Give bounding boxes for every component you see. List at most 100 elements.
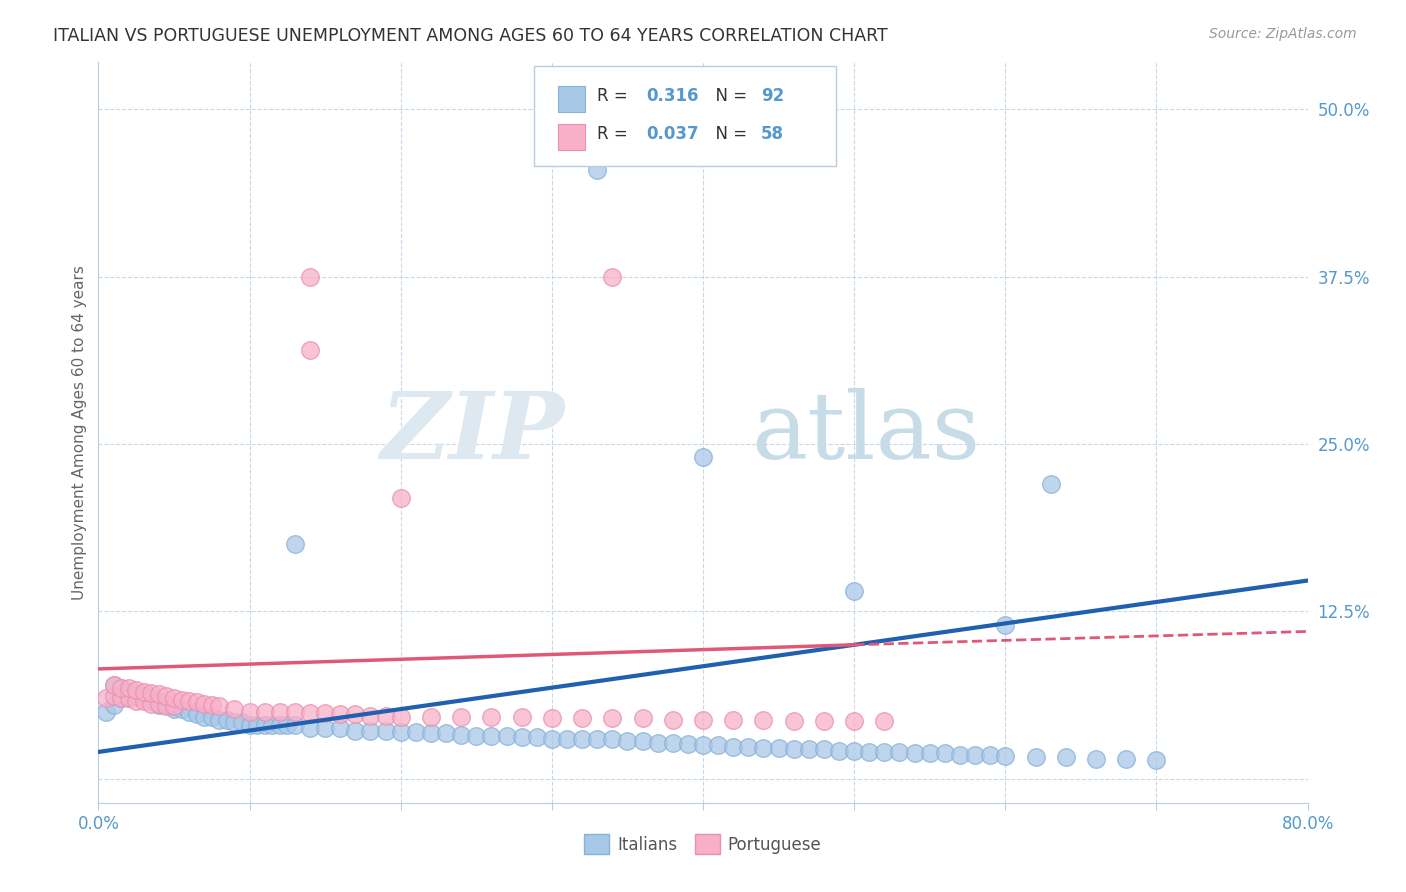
Point bbox=[163, 699, 186, 714]
Point bbox=[110, 681, 132, 695]
FancyBboxPatch shape bbox=[558, 124, 585, 150]
Point bbox=[141, 691, 163, 706]
Point bbox=[889, 745, 911, 759]
Point bbox=[374, 708, 396, 723]
Point bbox=[284, 705, 307, 719]
Point bbox=[752, 740, 775, 755]
Point bbox=[276, 718, 298, 732]
Point bbox=[813, 742, 835, 756]
Point bbox=[389, 491, 412, 505]
Point bbox=[465, 729, 488, 743]
Point bbox=[193, 697, 215, 711]
Point bbox=[141, 694, 163, 708]
Point bbox=[602, 731, 624, 746]
Point bbox=[1115, 751, 1137, 765]
Point bbox=[949, 747, 972, 762]
Point bbox=[132, 689, 155, 703]
Y-axis label: Unemployment Among Ages 60 to 64 years: Unemployment Among Ages 60 to 64 years bbox=[72, 265, 87, 600]
Point bbox=[994, 748, 1017, 763]
Point bbox=[631, 734, 654, 748]
Point bbox=[783, 742, 806, 756]
Point bbox=[602, 711, 624, 725]
Point bbox=[118, 684, 141, 698]
Point bbox=[510, 730, 533, 744]
Point bbox=[299, 706, 322, 720]
Point bbox=[692, 450, 714, 465]
Text: ITALIAN VS PORTUGUESE UNEMPLOYMENT AMONG AGES 60 TO 64 YEARS CORRELATION CHART: ITALIAN VS PORTUGUESE UNEMPLOYMENT AMONG… bbox=[53, 27, 889, 45]
Point bbox=[155, 699, 177, 714]
Point bbox=[389, 710, 412, 724]
Point bbox=[813, 714, 835, 728]
Point bbox=[858, 745, 880, 759]
Text: N =: N = bbox=[706, 87, 752, 104]
Point bbox=[215, 713, 238, 727]
Point bbox=[1085, 751, 1108, 765]
Point bbox=[155, 698, 177, 712]
Point bbox=[616, 734, 638, 748]
Point bbox=[481, 710, 503, 724]
Legend: Italians, Portuguese: Italians, Portuguese bbox=[578, 828, 828, 861]
Point bbox=[994, 617, 1017, 632]
Point bbox=[450, 710, 472, 724]
Point bbox=[586, 731, 609, 746]
Point bbox=[118, 691, 141, 706]
Point bbox=[360, 708, 382, 723]
Point bbox=[148, 697, 170, 711]
Point bbox=[873, 714, 896, 728]
Point bbox=[155, 697, 177, 711]
Point bbox=[965, 747, 987, 762]
Point bbox=[284, 537, 307, 551]
Point bbox=[253, 705, 276, 719]
Text: 92: 92 bbox=[761, 87, 785, 104]
Point bbox=[269, 705, 291, 719]
Text: Source: ZipAtlas.com: Source: ZipAtlas.com bbox=[1209, 27, 1357, 41]
Point bbox=[647, 735, 669, 749]
Point bbox=[420, 710, 443, 724]
Point bbox=[752, 713, 775, 727]
Point bbox=[420, 726, 443, 740]
Point bbox=[186, 695, 208, 709]
Point bbox=[163, 702, 186, 716]
Point bbox=[344, 723, 367, 738]
Point bbox=[103, 689, 125, 703]
Point bbox=[450, 727, 472, 741]
Point bbox=[148, 694, 170, 708]
Point bbox=[329, 721, 352, 735]
Text: atlas: atlas bbox=[751, 388, 980, 477]
Point bbox=[110, 681, 132, 695]
Point bbox=[797, 742, 820, 756]
Point bbox=[676, 737, 699, 751]
Point bbox=[224, 702, 246, 716]
Point bbox=[170, 702, 193, 716]
Point bbox=[103, 678, 125, 692]
Point bbox=[163, 691, 186, 706]
Point bbox=[844, 743, 866, 757]
Point bbox=[631, 711, 654, 725]
Point bbox=[201, 710, 224, 724]
Point bbox=[253, 718, 276, 732]
Text: ZIP: ZIP bbox=[380, 388, 564, 477]
Point bbox=[231, 715, 253, 730]
Point bbox=[125, 687, 148, 701]
Point bbox=[125, 689, 148, 703]
Point bbox=[179, 694, 201, 708]
Point bbox=[163, 699, 186, 714]
Point bbox=[481, 729, 503, 743]
Point bbox=[201, 698, 224, 712]
Point bbox=[692, 713, 714, 727]
Point bbox=[94, 705, 117, 719]
Point bbox=[103, 698, 125, 712]
Point bbox=[828, 743, 851, 757]
Text: 0.316: 0.316 bbox=[647, 87, 699, 104]
Point bbox=[284, 718, 307, 732]
FancyBboxPatch shape bbox=[558, 86, 585, 112]
Point bbox=[246, 718, 269, 732]
Point bbox=[110, 691, 132, 706]
Point bbox=[125, 694, 148, 708]
Point bbox=[314, 721, 336, 735]
Point bbox=[723, 739, 745, 754]
Point bbox=[94, 691, 117, 706]
Point bbox=[360, 723, 382, 738]
Text: R =: R = bbox=[596, 87, 633, 104]
Point bbox=[314, 706, 336, 720]
